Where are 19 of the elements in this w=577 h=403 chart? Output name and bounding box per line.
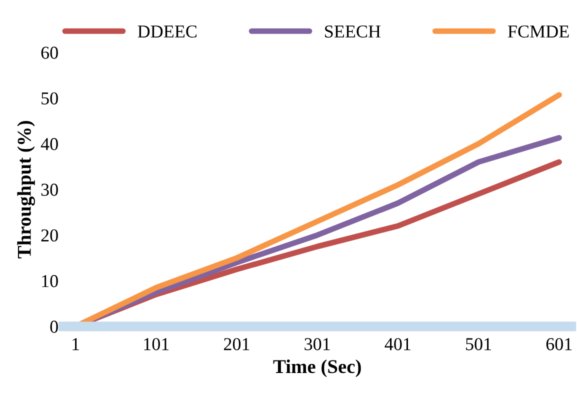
y-tick-label: 50 bbox=[42, 92, 58, 105]
y-tick-label: 40 bbox=[40, 138, 58, 150]
x-tick-label: 401 bbox=[384, 338, 410, 350]
y-tick-label: 30 bbox=[41, 184, 58, 196]
x-tick-label: 301 bbox=[304, 338, 330, 350]
x-tick-label: 201 bbox=[224, 338, 250, 350]
x-tick-label: 501 bbox=[466, 338, 491, 350]
y-tick-label: 20 bbox=[41, 229, 58, 242]
y-tick-label: 10 bbox=[42, 275, 58, 288]
legend-label: FCMDE bbox=[508, 25, 569, 38]
y-tick-label: 60 bbox=[41, 46, 58, 59]
y-axis-title: Throughput (%) bbox=[17, 121, 35, 258]
x-tick-label: 601 bbox=[546, 338, 572, 350]
x-tick-label: 101 bbox=[144, 338, 169, 350]
x-tick-label: 1 bbox=[72, 338, 79, 350]
legend-label: DDEEC bbox=[138, 25, 196, 38]
x-axis-title: Time (Sec) bbox=[273, 359, 361, 378]
legend-label: SEECH bbox=[325, 25, 381, 38]
y-tick-label: 0 bbox=[50, 320, 58, 333]
